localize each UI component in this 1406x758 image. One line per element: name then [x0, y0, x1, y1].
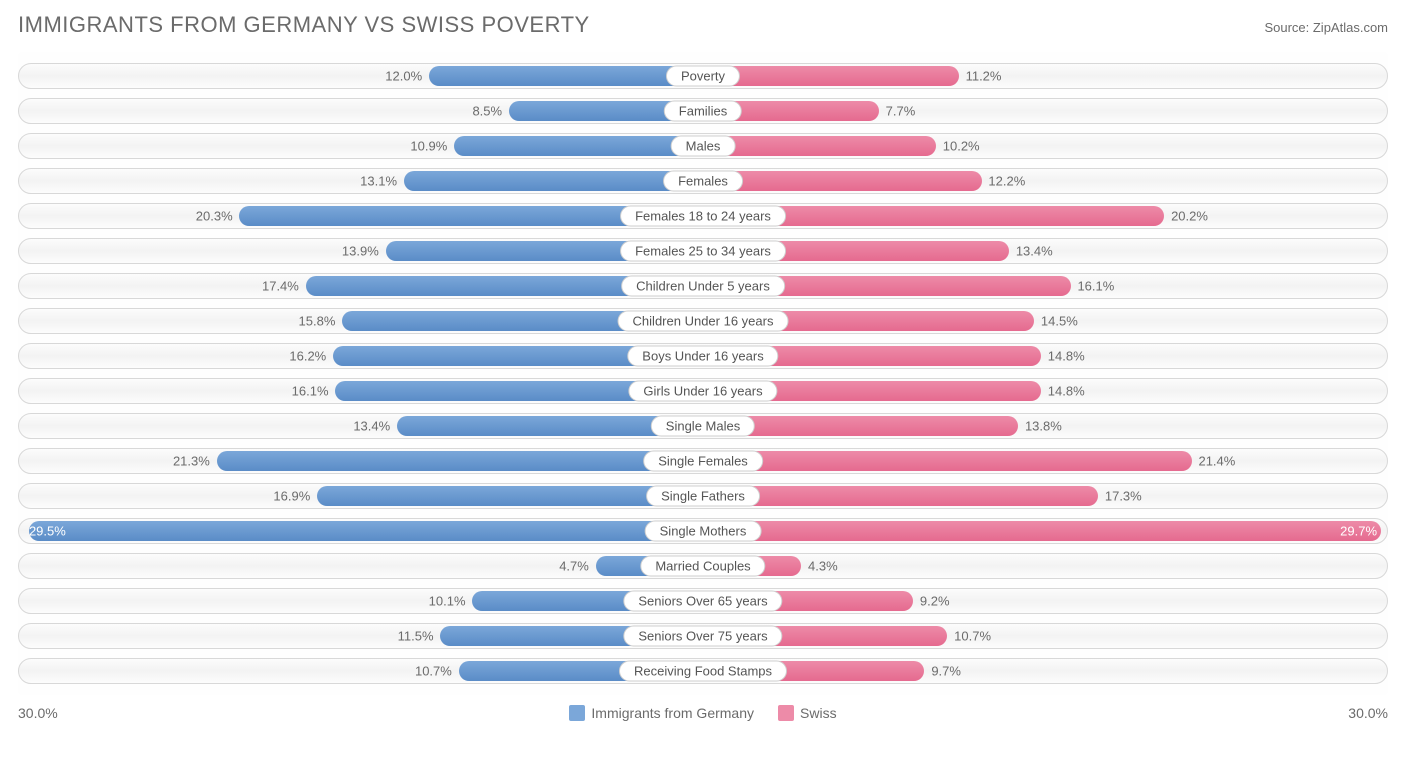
- category-label: Females 18 to 24 years: [620, 206, 786, 227]
- value-right: 14.8%: [1048, 384, 1085, 399]
- bar-left: [429, 66, 703, 86]
- bar-row: 16.9% 17.3% Single Fathers: [18, 481, 1388, 511]
- bar-row: 10.1% 9.2% Seniors Over 65 years: [18, 586, 1388, 616]
- bar-row: 8.5% 7.7% Families: [18, 96, 1388, 126]
- value-right: 21.4%: [1198, 454, 1235, 469]
- value-right: 4.3%: [808, 559, 838, 574]
- value-left: 16.2%: [289, 349, 326, 364]
- bar-row: 16.1% 14.8% Girls Under 16 years: [18, 376, 1388, 406]
- value-left: 16.9%: [273, 489, 310, 504]
- value-right: 13.4%: [1016, 244, 1053, 259]
- axis-left-max: 30.0%: [18, 705, 58, 721]
- value-right: 16.1%: [1077, 279, 1114, 294]
- value-left: 13.9%: [342, 244, 379, 259]
- legend: Immigrants from Germany Swiss: [569, 705, 836, 721]
- bar-left: [404, 171, 703, 191]
- value-right: 9.2%: [920, 594, 950, 609]
- value-right: 14.5%: [1041, 314, 1078, 329]
- value-right: 13.8%: [1025, 419, 1062, 434]
- value-left: 21.3%: [173, 454, 210, 469]
- category-label: Children Under 16 years: [618, 311, 789, 332]
- category-label: Single Females: [643, 451, 763, 472]
- category-label: Receiving Food Stamps: [619, 661, 787, 682]
- bar-row: 12.0% 11.2% Poverty: [18, 61, 1388, 91]
- value-right: 17.3%: [1105, 489, 1142, 504]
- bar-left: [454, 136, 703, 156]
- bar-row: 13.1% 12.2% Females: [18, 166, 1388, 196]
- chart-header: IMMIGRANTS FROM GERMANY VS SWISS POVERTY…: [18, 12, 1388, 38]
- bar-row: 10.9% 10.2% Males: [18, 131, 1388, 161]
- category-label: Poverty: [666, 66, 740, 87]
- value-left: 12.0%: [385, 69, 422, 84]
- legend-item-right: Swiss: [778, 705, 837, 721]
- bar-right: [703, 171, 982, 191]
- value-right: 20.2%: [1171, 209, 1208, 224]
- bar-row: 20.3% 20.2% Females 18 to 24 years: [18, 201, 1388, 231]
- bar-left: [217, 451, 703, 471]
- value-left: 20.3%: [196, 209, 233, 224]
- legend-swatch-left: [569, 705, 585, 721]
- chart-title: IMMIGRANTS FROM GERMANY VS SWISS POVERTY: [18, 12, 590, 38]
- axis-right-max: 30.0%: [1348, 705, 1388, 721]
- chart-footer: 30.0% Immigrants from Germany Swiss 30.0…: [18, 705, 1388, 721]
- bar-row: 13.4% 13.8% Single Males: [18, 411, 1388, 441]
- value-left: 29.5%: [29, 524, 66, 539]
- value-left: 17.4%: [262, 279, 299, 294]
- bar-row: 11.5% 10.7% Seniors Over 75 years: [18, 621, 1388, 651]
- category-label: Single Mothers: [645, 521, 762, 542]
- bar-right: [703, 136, 936, 156]
- value-left: 10.1%: [429, 594, 466, 609]
- value-left: 8.5%: [472, 104, 502, 119]
- value-left: 15.8%: [299, 314, 336, 329]
- legend-item-left: Immigrants from Germany: [569, 705, 754, 721]
- bar-row: 21.3% 21.4% Single Females: [18, 446, 1388, 476]
- category-label: Seniors Over 75 years: [623, 626, 782, 647]
- value-left: 13.1%: [360, 174, 397, 189]
- bar-row: 16.2% 14.8% Boys Under 16 years: [18, 341, 1388, 371]
- legend-label-left: Immigrants from Germany: [591, 705, 754, 721]
- bar-left: [29, 521, 703, 541]
- category-label: Males: [671, 136, 736, 157]
- chart-source: Source: ZipAtlas.com: [1264, 20, 1388, 35]
- value-left: 10.7%: [415, 664, 452, 679]
- diverging-bar-chart: 12.0%11.2%Poverty8.5%7.7%Families10.9%10…: [18, 52, 1388, 695]
- category-label: Females 25 to 34 years: [620, 241, 786, 262]
- value-right: 10.2%: [943, 139, 980, 154]
- category-label: Married Couples: [640, 556, 765, 577]
- value-left: 4.7%: [559, 559, 589, 574]
- value-left: 10.9%: [410, 139, 447, 154]
- bar-row: 29.5% 29.7% Single Mothers: [18, 516, 1388, 546]
- bar-right: [703, 66, 959, 86]
- category-label: Families: [664, 101, 742, 122]
- category-label: Boys Under 16 years: [627, 346, 778, 367]
- bar-right: [703, 451, 1192, 471]
- value-right: 14.8%: [1048, 349, 1085, 364]
- bar-row: 17.4% 16.1% Children Under 5 years: [18, 271, 1388, 301]
- category-label: Females: [663, 171, 743, 192]
- category-label: Seniors Over 65 years: [623, 591, 782, 612]
- value-left: 16.1%: [292, 384, 329, 399]
- legend-label-right: Swiss: [800, 705, 837, 721]
- bar-row: 15.8% 14.5% Children Under 16 years: [18, 306, 1388, 336]
- value-right: 10.7%: [954, 629, 991, 644]
- value-right: 12.2%: [988, 174, 1025, 189]
- value-right: 7.7%: [886, 104, 916, 119]
- value-right: 9.7%: [931, 664, 961, 679]
- bar-row: 4.7% 4.3% Married Couples: [18, 551, 1388, 581]
- value-left: 13.4%: [353, 419, 390, 434]
- bar-right: [703, 521, 1381, 541]
- category-label: Single Males: [651, 416, 755, 437]
- category-label: Children Under 5 years: [621, 276, 785, 297]
- bar-row: 10.7% 9.7% Receiving Food Stamps: [18, 656, 1388, 686]
- value-left: 11.5%: [398, 629, 434, 644]
- category-label: Girls Under 16 years: [628, 381, 777, 402]
- legend-swatch-right: [778, 705, 794, 721]
- value-right: 29.7%: [1340, 524, 1377, 539]
- value-right: 11.2%: [966, 69, 1002, 84]
- bar-right: [703, 486, 1098, 506]
- category-label: Single Fathers: [646, 486, 760, 507]
- bar-row: 13.9% 13.4% Females 25 to 34 years: [18, 236, 1388, 266]
